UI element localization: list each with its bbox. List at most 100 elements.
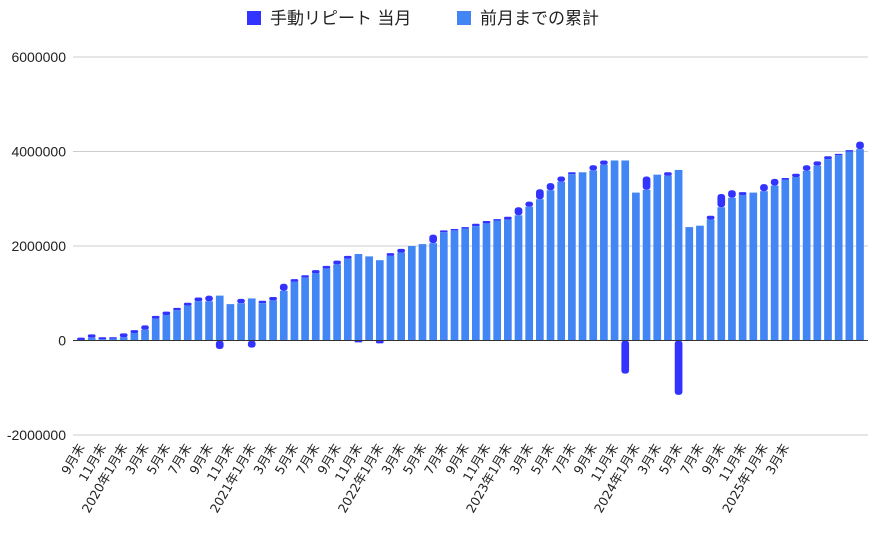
bar-cumulative [653, 174, 662, 341]
bar-monthly [301, 275, 309, 278]
bar-cumulative [493, 220, 502, 341]
bar-cumulative [141, 329, 149, 341]
bar-cumulative [439, 232, 448, 341]
bar-monthly [738, 192, 747, 195]
bar-monthly [141, 325, 149, 330]
bar-cumulative [269, 300, 277, 341]
bar-monthly [781, 177, 790, 180]
bar-monthly [130, 330, 139, 333]
bar-cumulative [504, 219, 512, 341]
y-tick-label: 0 [58, 333, 66, 349]
bar-cumulative [706, 219, 715, 341]
bar-cumulative [770, 185, 779, 341]
y-tick-label: 6000000 [11, 49, 66, 65]
bar-cumulative [717, 207, 726, 341]
bar-monthly [621, 340, 630, 374]
bar-cumulative [461, 228, 470, 341]
bar-monthly [717, 194, 726, 208]
bar-monthly [674, 340, 683, 395]
bar-cumulative [471, 226, 480, 341]
y-tick-label: -2000000 [7, 427, 66, 443]
bar-monthly [642, 176, 651, 190]
bar-monthly [333, 260, 341, 265]
bar-cumulative [525, 206, 534, 341]
bar-monthly [504, 216, 512, 220]
bar-monthly [386, 253, 395, 256]
bar-cumulative [674, 169, 683, 341]
bar-cumulative [450, 230, 459, 341]
x-axis: 9月末11月末2020年1月末3月末5月末7月末9月末11月末2021年1月末3… [58, 441, 792, 516]
bar-monthly [845, 150, 854, 152]
bar-cumulative [845, 151, 854, 341]
legend-label-cumulative: 前月までの累計 [480, 9, 599, 29]
bar-cumulative [728, 197, 736, 341]
bar-cumulative [856, 149, 864, 341]
bar-cumulative [311, 273, 320, 341]
bar-cumulative [397, 252, 405, 341]
bar-monthly [322, 265, 331, 269]
bar-monthly [247, 340, 256, 348]
bar-cumulative [781, 179, 790, 341]
bar-monthly [493, 219, 502, 221]
bar-cumulative [749, 192, 758, 341]
bar-cumulative [290, 281, 299, 341]
bar-cumulative [824, 159, 832, 341]
bar-cumulative [429, 243, 437, 341]
bar-monthly [311, 270, 320, 274]
bar-cumulative [834, 155, 843, 341]
bar-cumulative [557, 181, 566, 341]
bar-cumulative [226, 304, 235, 341]
bar-cumulative [696, 225, 704, 341]
bar-monthly [109, 337, 117, 339]
bar-monthly [824, 156, 832, 160]
bar-monthly [279, 283, 288, 291]
bar-monthly [802, 165, 811, 171]
bar-cumulative [600, 164, 608, 341]
bar-cumulative [375, 260, 384, 341]
bar-monthly [375, 340, 384, 344]
bar-cumulative [247, 298, 256, 341]
bar-cumulative [173, 310, 181, 341]
bar-monthly [429, 234, 437, 244]
bar-cumulative [205, 301, 213, 341]
bar-cumulative [258, 303, 267, 341]
bar-monthly [205, 295, 213, 302]
bar-monthly [792, 173, 800, 178]
bar-monthly [525, 201, 534, 207]
bar-cumulative [482, 223, 491, 341]
bar-monthly [461, 227, 470, 229]
bar-cumulative [87, 337, 96, 341]
bar-monthly [397, 248, 405, 253]
bar-cumulative [514, 215, 523, 341]
bar-monthly [557, 176, 566, 182]
bar-monthly [439, 230, 448, 233]
legend-swatch-cumulative [457, 11, 471, 25]
bar-cumulative [792, 177, 800, 341]
bar-monthly [290, 279, 299, 282]
bar-cumulative [664, 175, 672, 341]
bar-cumulative [578, 172, 587, 341]
bar-cumulative [343, 258, 352, 341]
bar-cumulative [279, 290, 288, 341]
bar-monthly [568, 172, 576, 175]
bar-cumulative [610, 160, 619, 341]
bar-cumulative [109, 338, 117, 341]
bars [77, 141, 864, 395]
bar-cumulative [194, 301, 203, 341]
bar-monthly [258, 300, 267, 304]
x-tick-label: 3月末 [762, 441, 792, 477]
bar-cumulative [215, 295, 224, 341]
bar-cumulative [546, 190, 555, 341]
grid-lines [73, 56, 868, 436]
bar-cumulative [802, 170, 811, 341]
bar-cumulative [365, 256, 373, 341]
bar-cumulative [418, 244, 427, 341]
bar-cumulative [568, 174, 576, 341]
bar-monthly [546, 183, 555, 191]
bar-cumulative [322, 268, 331, 341]
bar-monthly [514, 207, 523, 216]
bar-monthly [343, 255, 352, 259]
bar-cumulative [386, 255, 395, 341]
bar-cumulative [813, 165, 822, 341]
